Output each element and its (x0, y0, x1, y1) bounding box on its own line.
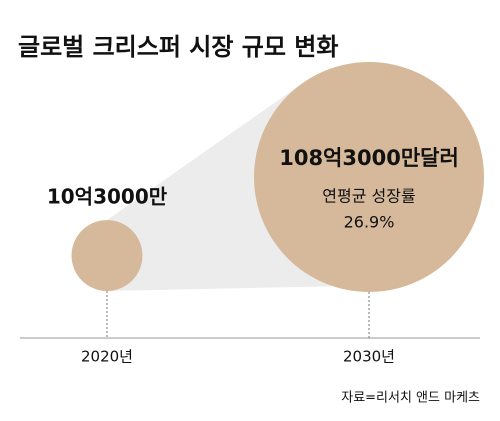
annotation: 26.9% (344, 213, 395, 232)
x-tick-label: 2020년 (81, 348, 133, 366)
chart-title: 글로벌 크리스퍼 시장 규모 변화 (18, 33, 338, 61)
bubble (71, 220, 143, 291)
value-label: 108억3000만달러 (279, 146, 459, 170)
annotation: 연평균 성장률 (322, 187, 415, 206)
x-tick-label: 2030년 (343, 348, 395, 366)
value-label: 10억3000만 (47, 185, 168, 209)
bubble (254, 62, 484, 292)
source: 자료=리서치 앤드 마케츠 (341, 391, 480, 406)
